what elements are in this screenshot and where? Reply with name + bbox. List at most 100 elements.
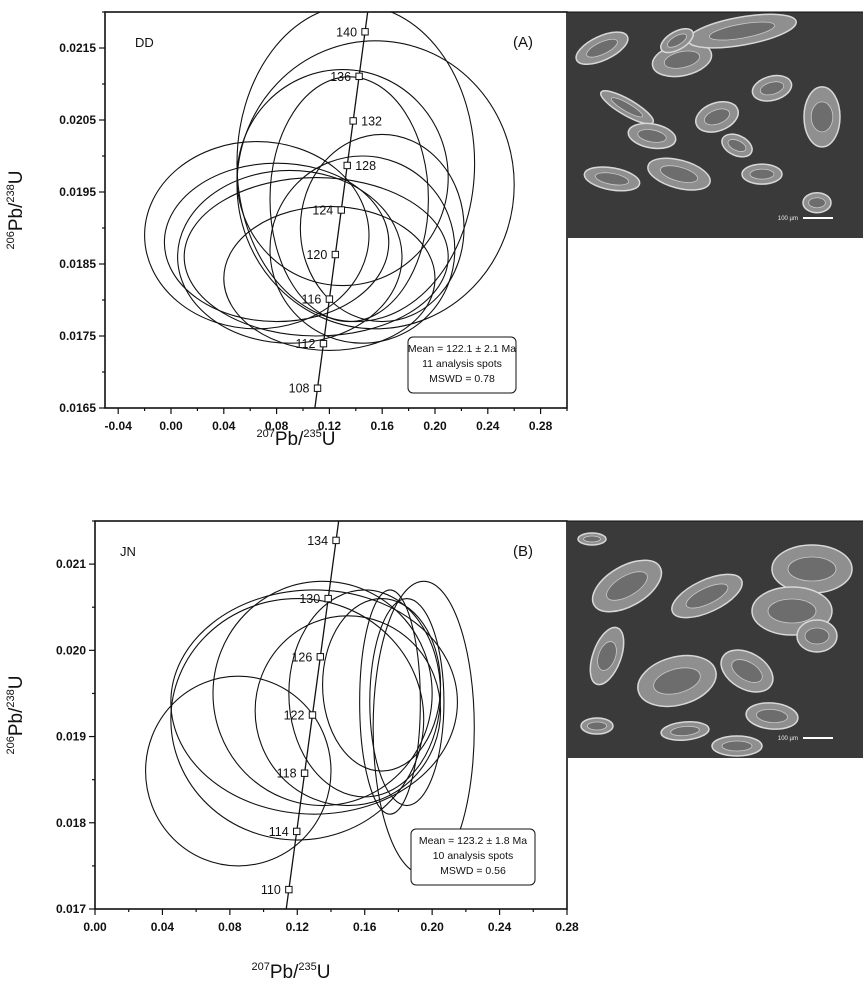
x-tick-label: 0.16 <box>371 419 395 433</box>
error-ellipse <box>369 598 445 807</box>
concordia-age-marker <box>324 594 332 603</box>
concordia-age-marker <box>349 117 357 125</box>
concordia-age-label: 112 <box>296 337 316 351</box>
x-tick-label: 0.28 <box>555 920 579 934</box>
stats-box <box>407 336 517 394</box>
x-tick-label: 0.20 <box>423 419 447 433</box>
zircon-core <box>810 101 834 133</box>
zircon-core <box>727 139 747 152</box>
zircon-core <box>606 571 648 601</box>
concordia-age-label: 130 <box>299 592 320 606</box>
error-ellipse <box>322 598 442 772</box>
error-ellipse <box>177 169 403 344</box>
y-tick-label: 0.0215 <box>59 41 96 55</box>
stats-line: MSWD = 0.78 <box>429 373 495 385</box>
error-ellipse <box>223 205 436 351</box>
y-tick-label: 0.0175 <box>59 329 96 343</box>
panel-label: (B) <box>513 543 533 560</box>
x-tick-label: 0.04 <box>151 920 175 934</box>
zircon-core <box>610 97 644 118</box>
error-ellipse <box>170 598 425 841</box>
y-tick-label: 0.020 <box>56 643 86 657</box>
zircon-core <box>659 165 699 183</box>
error-ellipse <box>163 162 390 323</box>
zircon-core <box>670 725 700 737</box>
y-axis-label: 206Pb/238U <box>5 171 27 250</box>
scale-bar-label: 100 µm <box>778 216 798 222</box>
stats-line: 10 analysis spots <box>433 850 514 862</box>
x-tick-label: -0.04 <box>105 419 133 433</box>
x-tick-label: 0.00 <box>83 920 107 934</box>
concordia-age-marker <box>319 339 328 348</box>
error-ellipse <box>269 76 429 323</box>
error-ellipse <box>299 133 465 323</box>
x-axis-label: 207Pb/235U <box>257 428 336 450</box>
error-ellipse <box>359 589 421 815</box>
x-tick-label: 0.12 <box>286 920 310 934</box>
stats-line: MSWD = 0.56 <box>440 865 506 877</box>
zircon-core <box>731 659 763 683</box>
zircon-core <box>787 556 837 582</box>
y-tick-label: 0.018 <box>56 816 86 830</box>
concordia-age-marker <box>293 827 301 836</box>
stats-line: 11 analysis spots <box>422 358 502 370</box>
x-tick-label: 0.24 <box>476 419 500 433</box>
x-axis-label: 207Pb/235U <box>252 961 331 981</box>
x-tick-label: 0.28 <box>529 419 553 433</box>
zircon-core <box>597 641 617 671</box>
plot-area: 108 112 116 120 124 128 132 136 140 <box>144 12 515 408</box>
concordia-age-label: 120 <box>306 248 327 262</box>
concordia-age-marker <box>316 653 325 661</box>
concordia-age-label: 136 <box>330 70 351 84</box>
concordia-age-marker <box>361 28 369 36</box>
panel-a: 108 112 116 120 124 128 132 136 140 DD (A) Mean = 1… <box>5 11 863 450</box>
panel-b: 110 114 118 122 126 130 134 JN (B) Mean = 123.2 ±… <box>5 520 863 981</box>
zircon-core <box>587 721 608 731</box>
error-ellipse <box>145 675 332 867</box>
concordia-age-label: 110 <box>261 883 281 897</box>
error-ellipse <box>170 589 458 815</box>
y-axis-label: 206Pb/238U <box>5 676 27 755</box>
zircon-core <box>767 598 817 624</box>
concordia-age-label: 128 <box>355 159 376 173</box>
y-tick-label: 0.0195 <box>59 185 96 199</box>
sample-label: DD <box>135 35 154 50</box>
scale-bar-label: 100 µm <box>778 736 798 742</box>
x-tick-label: 0.20 <box>420 920 444 934</box>
concordia-age-marker <box>343 161 351 170</box>
zircon-core <box>703 108 731 126</box>
x-tick-label: 0.12 <box>318 419 342 433</box>
concordia-age-marker <box>285 885 293 894</box>
concordia-age-marker <box>325 295 334 303</box>
error-ellipse <box>269 155 456 344</box>
concordia-age-label: 108 <box>289 382 310 396</box>
x-tick-label: 0.08 <box>265 419 289 433</box>
x-tick-label: 0.08 <box>218 920 242 934</box>
concordia-age-marker <box>331 250 340 259</box>
concordia-age-label: 122 <box>284 709 305 723</box>
concordia-age-marker <box>313 384 322 392</box>
stats-line: Mean = 122.1 ± 2.1 Ma <box>408 343 516 355</box>
y-tick-label: 0.0185 <box>59 257 96 271</box>
error-ellipse <box>183 177 449 337</box>
cl-micrograph: 100 µm <box>567 521 863 758</box>
cl-micrograph: 100 µm <box>567 12 863 238</box>
error-ellipse <box>144 141 370 330</box>
concordia-age-marker <box>332 536 340 545</box>
plot-area: 110 114 118 122 126 130 134 <box>145 521 475 909</box>
y-tick-label: 0.0205 <box>59 113 96 127</box>
concordia-age-marker <box>300 769 309 777</box>
zircon-core <box>808 197 826 209</box>
concordia-age-label: 134 <box>307 534 328 548</box>
concordia-age-marker <box>355 72 363 81</box>
panel-label: (A) <box>513 34 533 51</box>
concordia-age-label: 132 <box>361 114 382 128</box>
x-tick-label: 0.00 <box>159 419 183 433</box>
zircon-core <box>756 708 788 724</box>
y-tick-label: 0.0165 <box>59 401 96 415</box>
stats-line: Mean = 123.2 ± 1.8 Ma <box>419 835 527 847</box>
y-tick-label: 0.017 <box>56 902 86 916</box>
concordia-age-label: 114 <box>269 825 289 839</box>
stats-box <box>410 828 536 886</box>
